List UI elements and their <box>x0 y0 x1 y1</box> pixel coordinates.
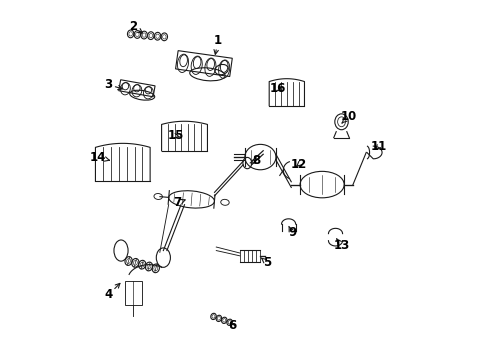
Text: 16: 16 <box>269 82 285 95</box>
Text: 6: 6 <box>227 319 236 332</box>
Text: 5: 5 <box>261 256 271 269</box>
Text: 1: 1 <box>214 34 222 54</box>
Bar <box>124 280 142 305</box>
Text: 4: 4 <box>104 283 120 301</box>
Text: 7: 7 <box>173 197 185 210</box>
Text: 3: 3 <box>104 78 122 91</box>
Text: 8: 8 <box>249 154 261 167</box>
Text: 15: 15 <box>167 129 183 143</box>
Text: 12: 12 <box>290 158 306 171</box>
Text: 10: 10 <box>340 110 356 123</box>
Text: 14: 14 <box>90 150 109 163</box>
Text: 13: 13 <box>333 239 349 252</box>
Text: 2: 2 <box>129 20 142 33</box>
Text: 9: 9 <box>287 226 296 239</box>
Text: 11: 11 <box>370 140 386 153</box>
